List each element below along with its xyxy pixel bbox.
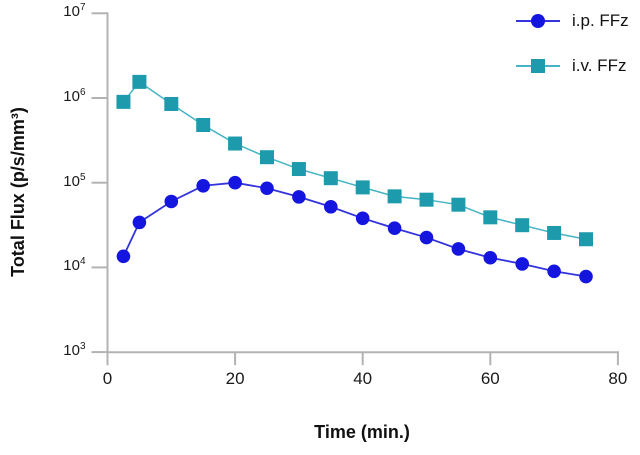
legend-item-ip-ffz: i.p. FFz <box>516 11 629 31</box>
y-tick-label: 104 <box>63 256 86 275</box>
x-tick-label: 80 <box>608 369 628 389</box>
y-tick-label: 103 <box>63 341 86 360</box>
x-axis-title: Time (min.) <box>314 422 410 442</box>
y-tick-label: 106 <box>63 87 86 106</box>
legend-label-iv-ffz: i.v. FFz <box>572 56 627 75</box>
circle-marker-icon <box>516 14 560 28</box>
square-marker-icon <box>516 59 560 73</box>
x-tick-label: 40 <box>353 369 373 389</box>
y-axis-title: Total Flux (p/s/mm³) <box>8 107 28 277</box>
y-tick-label: 105 <box>63 171 86 190</box>
x-tick-label: 60 <box>480 369 500 389</box>
x-tick-label: 0 <box>102 369 113 389</box>
legend-label-ip-ffz: i.p. FFz <box>572 11 629 30</box>
legend-item-iv-ffz: i.v. FFz <box>516 56 626 76</box>
x-tick-label: 20 <box>225 369 245 389</box>
y-tick-label: 107 <box>63 2 86 21</box>
